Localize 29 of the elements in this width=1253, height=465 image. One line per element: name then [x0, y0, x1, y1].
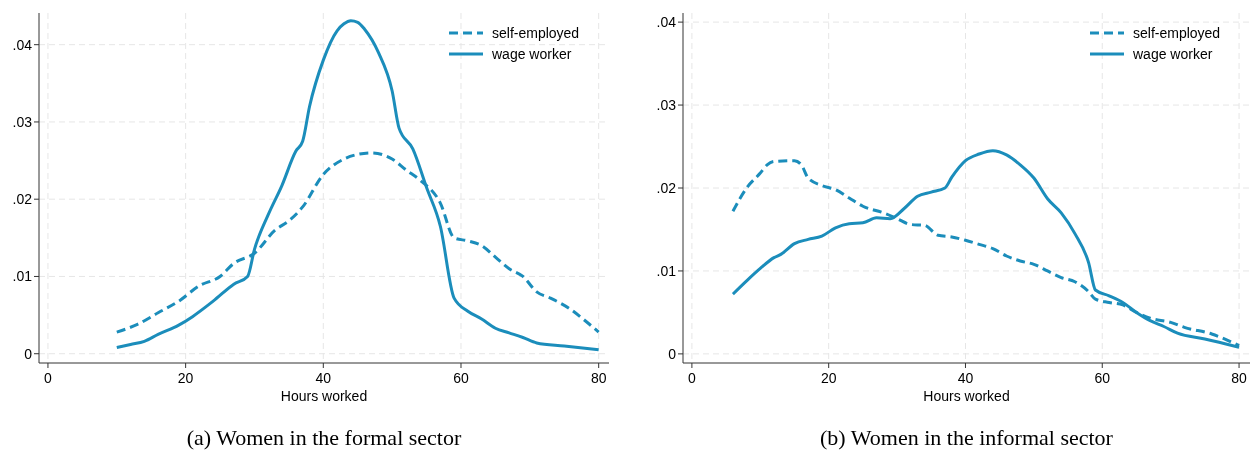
legend-label: wage worker [491, 46, 572, 62]
x-tick-label: 40 [957, 370, 974, 386]
legend-label: self-employed [492, 25, 580, 41]
y-tick-label: .03 [12, 113, 33, 130]
x-tick-label: 0 [44, 370, 53, 386]
y-tick-label: 0 [24, 345, 33, 362]
x-tick-label: 20 [177, 370, 194, 386]
x-axis-title: Hours worked [280, 388, 368, 404]
legend-label: wage worker [1132, 46, 1213, 62]
y-tick-label: 0 [668, 345, 677, 362]
legend-label: self-employed [1133, 25, 1221, 41]
x-tick-label: 40 [315, 370, 332, 386]
y-tick-label: .03 [656, 97, 677, 114]
text: (b) Women in the informal sector [820, 425, 1114, 450]
y-tick-label: .02 [656, 180, 677, 196]
text: (a) Women in the formal sector [186, 425, 462, 450]
y-tick-label: .01 [12, 268, 33, 285]
x-tick-label: 60 [1094, 370, 1111, 386]
x-tick-label: 80 [1231, 370, 1248, 386]
y-tick-label: .04 [12, 36, 33, 53]
x-tick-label: 80 [590, 370, 607, 386]
y-tick-label: .02 [12, 191, 33, 208]
x-tick-label: 0 [687, 370, 696, 386]
y-tick-label: .04 [656, 14, 677, 31]
x-tick-label: 20 [820, 370, 837, 386]
x-axis-title: Hours worked [923, 388, 1010, 404]
x-tick-label: 60 [453, 370, 469, 386]
line-series [115, 19, 601, 352]
y-tick-label: .01 [656, 262, 677, 279]
